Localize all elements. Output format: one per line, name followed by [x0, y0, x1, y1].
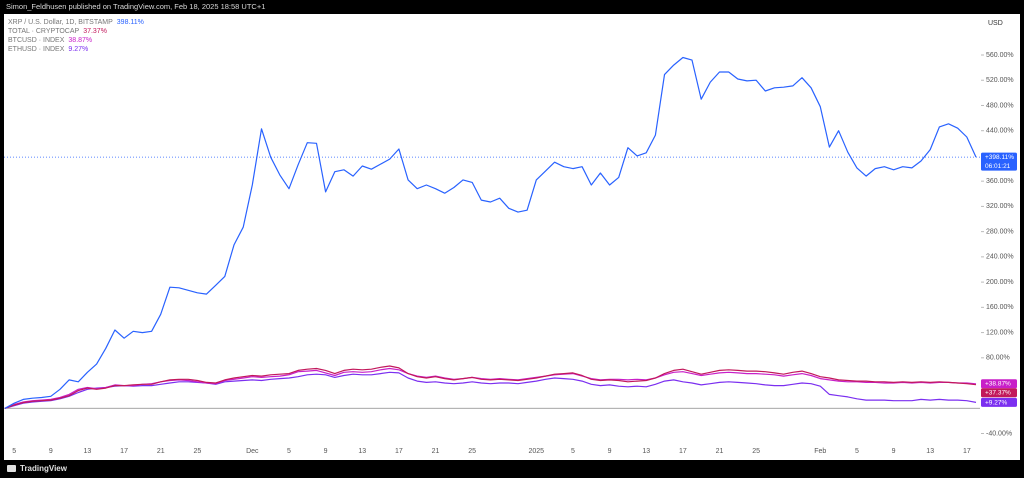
y-tick-label: 200.00%	[986, 279, 1014, 286]
x-tick-label: 13	[84, 448, 92, 455]
y-tick-label: 80.00%	[986, 355, 1010, 362]
x-tick-label: 17	[963, 448, 971, 455]
legend-value: 398.11%	[117, 19, 144, 26]
legend-name: TOTAL · CRYPTOCAP	[8, 28, 80, 35]
y-tick-label: 120.00%	[986, 329, 1014, 336]
x-tick-label: 13	[642, 448, 650, 455]
footer: TradingView	[20, 464, 68, 473]
value-badge	[981, 397, 1017, 407]
badge-label: +398.11%	[985, 154, 1014, 161]
x-tick-label: 21	[432, 448, 440, 455]
y-tick-label: 360.00%	[986, 178, 1014, 185]
x-tick-label: 5	[571, 448, 575, 455]
x-tick-label: 25	[468, 448, 476, 455]
x-tick-label: 21	[716, 448, 724, 455]
x-tick-label: 2025	[529, 448, 545, 455]
plot: 560.00% 520.00% 480.00% 440.00% 360.00% 320.0…	[4, 19, 1017, 455]
x-tick-label: 13	[926, 448, 934, 455]
y-tick-label: 280.00%	[986, 228, 1014, 235]
y-tick-label: 480.00%	[986, 102, 1014, 109]
x-tick-label: 9	[892, 448, 896, 455]
series-line	[4, 56, 977, 409]
legend-name: XRP / U.S. Dollar, 1D, BITSTAMP	[8, 19, 113, 26]
x-tick-label: 17	[395, 448, 403, 455]
x-tick-label: 13	[358, 448, 366, 455]
badge-label: +37.37%	[985, 390, 1011, 397]
header: Simon_Feldhusen published on TradingView…	[6, 2, 265, 11]
x-tick-label: 9	[608, 448, 612, 455]
x-tick-label: 25	[193, 448, 201, 455]
legend-value: 37.37%	[83, 28, 107, 35]
legend-value: 38.87%	[68, 37, 92, 44]
countdown: 06:01:21	[985, 163, 1011, 170]
x-tick-label: 5	[12, 448, 16, 455]
y-tick-label: 240.00%	[986, 254, 1014, 261]
chart-area	[4, 14, 1020, 460]
x-tick-label: Dec	[246, 448, 259, 455]
value-badge	[981, 379, 1017, 389]
badge-label: +38.87%	[985, 381, 1011, 388]
y-tick-label: 440.00%	[986, 128, 1014, 135]
y-tick-label: 160.00%	[986, 304, 1014, 311]
value-badge	[981, 388, 1017, 398]
series-line	[4, 371, 977, 409]
y-tick-label: 560.00%	[986, 52, 1014, 59]
logo	[7, 465, 16, 472]
x-tick-label: 21	[157, 448, 165, 455]
legend-name: ETHUSD · INDEX	[8, 46, 65, 53]
x-tick-label: 17	[120, 448, 128, 455]
x-tick-label: 25	[752, 448, 760, 455]
legend-value: 9.27%	[68, 46, 88, 53]
x-tick-label: 5	[287, 448, 291, 455]
value-badge	[981, 152, 1017, 171]
currency: USD	[988, 20, 1003, 27]
x-tick-label: 9	[49, 448, 53, 455]
badge-label: +9.27%	[985, 399, 1007, 406]
series-line	[4, 365, 977, 409]
y-tick-label: 520.00%	[986, 77, 1014, 84]
legend-name: BTCUSD · INDEX	[8, 37, 65, 44]
y-tick-label: -40.00%	[986, 430, 1012, 437]
x-tick-label: Feb	[814, 448, 826, 455]
x-tick-label: 5	[855, 448, 859, 455]
y-tick-label: 320.00%	[986, 203, 1014, 210]
x-tick-label: 17	[679, 448, 687, 455]
x-tick-label: 9	[324, 448, 328, 455]
